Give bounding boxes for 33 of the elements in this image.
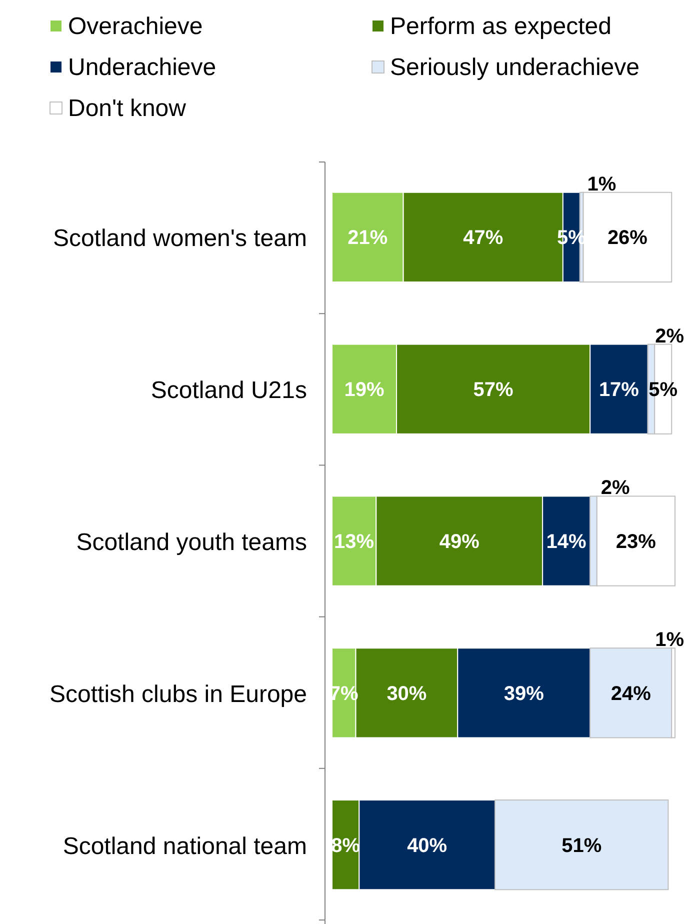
data-label: 40% [407, 834, 448, 857]
data-label: 51% [562, 834, 602, 857]
legend-label: Underachieve [68, 54, 216, 81]
y-tick-label: Scotland national team [62, 832, 307, 860]
data-label: 2% [600, 477, 630, 500]
y-tick-label: Scotland women's team [52, 225, 307, 252]
data-label: 2% [655, 325, 684, 348]
data-label: 21% [348, 227, 388, 250]
legend-label: Seriously underachieve [390, 54, 640, 81]
y-tick-label: Scottish clubs in Europe [50, 680, 307, 708]
bar [590, 648, 672, 738]
bar [494, 799, 669, 890]
legend-label: Perform as expected [390, 13, 612, 40]
data-label: 17% [598, 379, 640, 402]
bar [582, 192, 672, 283]
y-tick-label: Scotland U21s [150, 377, 307, 404]
data-label: 5% [648, 379, 678, 402]
data-label: 24% [610, 682, 652, 705]
data-label: 39% [504, 682, 544, 705]
data-label: 1% [655, 629, 684, 652]
y-tick-label: Scotland youth teams [76, 529, 307, 556]
data-label: 57% [473, 379, 514, 402]
data-label: 30% [386, 682, 427, 705]
data-label: 49% [439, 531, 480, 553]
data-label: 47% [463, 227, 504, 250]
data-label: 19% [344, 379, 384, 402]
legend-label: Overachieve [68, 13, 203, 40]
data-label: 13% [334, 531, 374, 553]
data-label: 26% [607, 227, 648, 250]
data-label: 14% [546, 531, 587, 553]
legend-label: Don't know [68, 95, 187, 122]
data-label: 23% [616, 531, 656, 553]
data-label: 1% [587, 173, 616, 196]
